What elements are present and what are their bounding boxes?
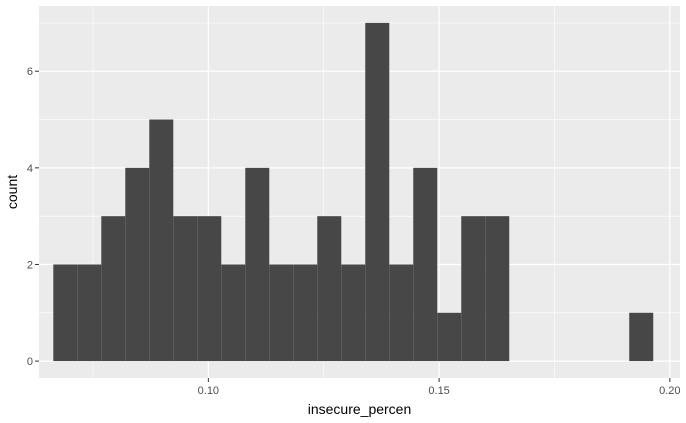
x-tick-label: 0.15 <box>428 385 449 397</box>
y-tick-label: 4 <box>27 163 33 175</box>
histogram-bar <box>485 216 510 362</box>
histogram-bar <box>221 264 246 362</box>
histogram-bar <box>269 264 294 362</box>
histogram-bar <box>437 312 462 362</box>
x-axis-title: insecure_percen <box>308 401 412 417</box>
histogram-bar <box>53 264 78 362</box>
histogram-bar <box>365 22 390 362</box>
x-tick-label: 0.20 <box>659 385 680 397</box>
histogram-bar <box>125 167 150 362</box>
histogram-bar <box>389 264 414 362</box>
y-axis-ticks: 0 2 4 6 <box>27 66 39 368</box>
histogram-bars <box>53 22 654 362</box>
y-tick-label: 6 <box>27 66 33 78</box>
histogram-bar <box>317 216 342 362</box>
histogram-bar <box>413 167 438 362</box>
histogram-bar <box>77 264 102 362</box>
y-tick-label: 2 <box>27 259 33 271</box>
histogram-bar <box>461 216 486 362</box>
y-axis-title: count <box>4 175 20 209</box>
histogram-bar <box>173 216 198 362</box>
histogram-bar <box>293 264 318 362</box>
histogram-bar <box>341 264 366 362</box>
histogram-bar <box>149 119 174 362</box>
x-tick-label: 0.10 <box>198 385 219 397</box>
histogram-bar <box>101 216 126 362</box>
histogram-bar <box>245 167 270 362</box>
y-tick-label: 0 <box>27 356 33 368</box>
x-axis-ticks: 0.10 0.15 0.20 <box>198 378 681 397</box>
histogram-bar <box>197 216 222 362</box>
histogram-bar <box>629 312 654 362</box>
